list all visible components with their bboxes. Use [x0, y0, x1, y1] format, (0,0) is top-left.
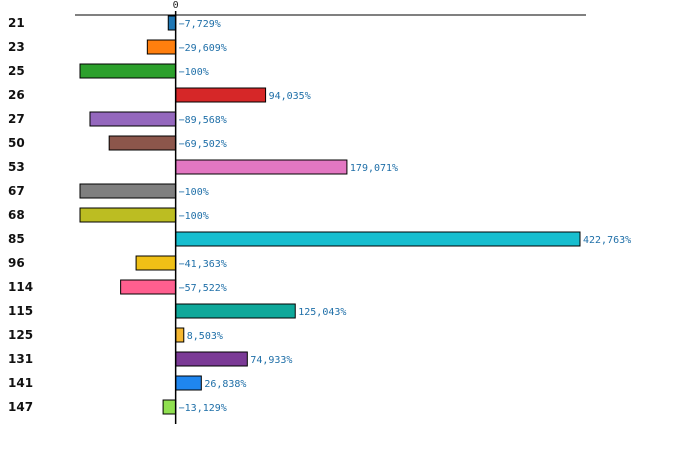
bars-group — [79, 15, 581, 415]
category-label-85: 85 — [8, 232, 25, 246]
category-label-53: 53 — [8, 160, 25, 174]
category-label-67: 67 — [8, 184, 25, 198]
value-label-50: −69,502% — [179, 139, 227, 150]
value-label-85: 422,763% — [583, 235, 631, 246]
zero-tick-label: 0 — [173, 0, 179, 11]
bar-26 — [175, 87, 267, 103]
value-label-25: −100% — [179, 67, 209, 78]
bar-50 — [108, 135, 177, 151]
value-label-131: 74,933% — [250, 355, 292, 366]
bar-96 — [135, 255, 177, 271]
bar-23 — [146, 39, 177, 55]
category-label-26: 26 — [8, 88, 25, 102]
category-label-141: 141 — [8, 376, 33, 390]
bar-27 — [89, 111, 177, 127]
category-label-125: 125 — [8, 328, 33, 342]
value-label-23: −29,609% — [179, 43, 227, 54]
category-label-147: 147 — [8, 400, 33, 414]
value-label-147: −13,129% — [179, 403, 227, 414]
value-label-115: 125,043% — [298, 307, 346, 318]
value-label-53: 179,071% — [350, 163, 398, 174]
category-label-27: 27 — [8, 112, 25, 126]
category-label-25: 25 — [8, 64, 25, 78]
bar-53 — [175, 159, 348, 175]
bar-25 — [79, 63, 177, 79]
category-label-68: 68 — [8, 208, 25, 222]
bar-131 — [175, 351, 248, 367]
category-label-115: 115 — [8, 304, 33, 318]
bar-67 — [79, 183, 177, 199]
value-label-114: −57,522% — [179, 283, 227, 294]
bar-21 — [167, 15, 177, 31]
value-label-96: −41,363% — [179, 259, 227, 270]
bar-125 — [175, 327, 185, 343]
bar-114 — [120, 279, 177, 295]
category-labels-group: 21 23 25 26 27 50 53 67 68 85 96 114 115 125 131 141 147 — [8, 16, 33, 414]
bar-115 — [175, 303, 296, 319]
value-label-125: 8,503% — [187, 331, 223, 342]
value-label-68: −100% — [179, 211, 209, 222]
category-label-50: 50 — [8, 136, 25, 150]
value-label-67: −100% — [179, 187, 209, 198]
category-label-131: 131 — [8, 352, 33, 366]
value-labels-group: −7,729% −29,609% −100% 94,035% −89,568% −69,5… — [179, 19, 632, 414]
bar-147 — [162, 399, 177, 415]
value-label-26: 94,035% — [269, 91, 311, 102]
category-label-96: 96 — [8, 256, 25, 270]
category-label-23: 23 — [8, 40, 25, 54]
value-label-27: −89,568% — [179, 115, 227, 126]
category-label-114: 114 — [8, 280, 33, 294]
bar-68 — [79, 207, 177, 223]
bar-141 — [175, 375, 202, 391]
value-label-141: 26,838% — [204, 379, 246, 390]
category-label-21: 21 — [8, 16, 25, 30]
value-label-21: −7,729% — [179, 19, 221, 30]
bar-85 — [175, 231, 581, 247]
